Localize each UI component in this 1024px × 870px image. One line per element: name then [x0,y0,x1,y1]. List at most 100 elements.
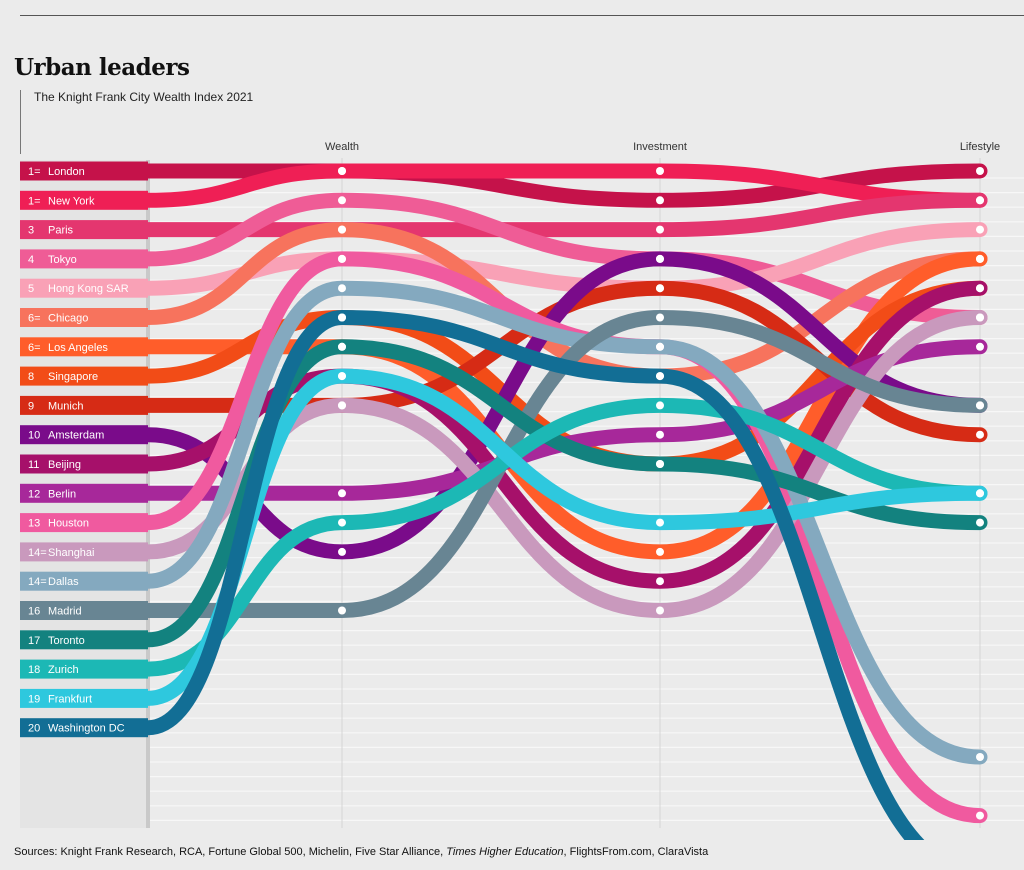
sources-note: Sources: Knight Frank Research, RCA, For… [14,846,708,858]
rank-dot [338,372,346,381]
rank-dot [338,547,346,556]
ribbon-tokyo [136,192,988,325]
rank-dot [976,284,984,293]
rank-dot [976,225,984,234]
rank-bar [20,630,148,650]
rank-number: 1= [28,195,41,207]
rank-bar [20,395,148,415]
ribbon-washington-dc [136,309,925,840]
rank-dot [656,577,664,586]
rank-dot [656,225,664,234]
city-name: Los Angeles [48,342,108,354]
rank-dot [338,196,346,205]
city-name: Frankfurt [48,693,92,705]
city-name: Washington DC [48,723,125,735]
rank-dot [976,401,984,410]
rank-dot [976,518,984,527]
rank-bar [20,308,148,327]
rank-dot [338,313,346,322]
dot-group [338,167,984,820]
rank-number: 6= [28,342,41,354]
rank-bar [20,278,148,298]
rank-dot [338,167,346,175]
rank-bar [20,190,148,210]
rank-dot [656,284,664,293]
rank-dot [976,313,984,322]
city-name: Zurich [48,664,79,676]
rank-dot [976,167,984,175]
city-name: Berlin [48,488,76,500]
rank-number: 13 [28,518,40,530]
rank-dot [338,254,346,263]
rank-bar [20,571,148,591]
rank-number: 14= [28,547,47,559]
sources-italic: Times Higher Education [446,846,564,858]
rank-bar [20,425,148,445]
rank-bar [20,249,148,269]
ribbon-toronto [136,339,988,648]
column-label-wealth: Wealth [325,141,359,153]
city-name: Dallas [48,576,79,588]
rank-bar [20,688,148,708]
chart-title: Urban leaders [14,54,190,81]
rank-bar [20,659,148,679]
top-rule [20,15,1024,16]
rank-number: 11 [28,459,39,471]
city-name: Houston [48,518,89,530]
rank-dot [656,460,664,468]
rank-dot [656,167,664,175]
rank-number: 4 [28,254,34,266]
rank-bar [20,337,148,357]
rank-number: 18 [28,664,40,676]
rank-dot [656,430,664,439]
rank-dot [338,518,346,527]
ribbon-new-york [136,163,988,208]
ribbon-group [136,163,988,840]
rank-number: 10 [28,430,40,442]
rank-dot [656,518,664,527]
rank-number: 6= [28,313,41,325]
rank-bar [20,220,148,240]
rank-dot [656,606,664,615]
subtitle-rule [20,90,21,154]
rank-dot [338,342,346,351]
rank-dot [976,430,984,439]
city-name: Beijing [48,459,81,471]
rank-number: 3 [28,225,34,237]
rank-dot [338,401,346,410]
ribbon-madrid [136,309,988,619]
chart-subtitle: The Knight Frank City Wealth Index 2021 [34,90,254,104]
city-name: Paris [48,225,74,237]
rank-dot [976,753,984,761]
rank-dot [338,284,346,293]
rank-dot [976,811,984,820]
rank-dot [976,254,984,263]
rank-number: 9 [28,400,34,412]
city-name: Shanghai [48,547,95,559]
column-label-lifestyle: Lifestyle [960,141,1000,153]
rank-dot [656,547,664,556]
rank-number: 17 [28,635,40,647]
rank-dot [338,606,346,615]
sources-prefix: Sources: Knight Frank Research, RCA, For… [14,846,447,858]
city-name: London [48,166,85,178]
rank-number: 12 [28,488,40,500]
rank-dot [656,401,664,410]
rank-dot [656,313,664,322]
rank-number: 8 [28,371,34,383]
rank-dot [656,196,664,205]
city-name: New York [48,195,95,207]
sources-suffix: , FlightsFrom.com, ClaraVista [563,846,709,858]
rank-dot [976,489,984,498]
rank-number: 1= [28,166,41,178]
city-name: Madrid [48,606,82,618]
column-label-investment: Investment [633,141,687,153]
rank-bar [20,513,148,533]
rank-dot [656,342,664,351]
city-name: Singapore [48,371,98,383]
rank-dot [338,225,346,234]
rank-dot [656,372,664,381]
city-name: Amsterdam [48,430,104,442]
city-name: Toronto [48,635,85,647]
rank-bar [20,483,148,503]
